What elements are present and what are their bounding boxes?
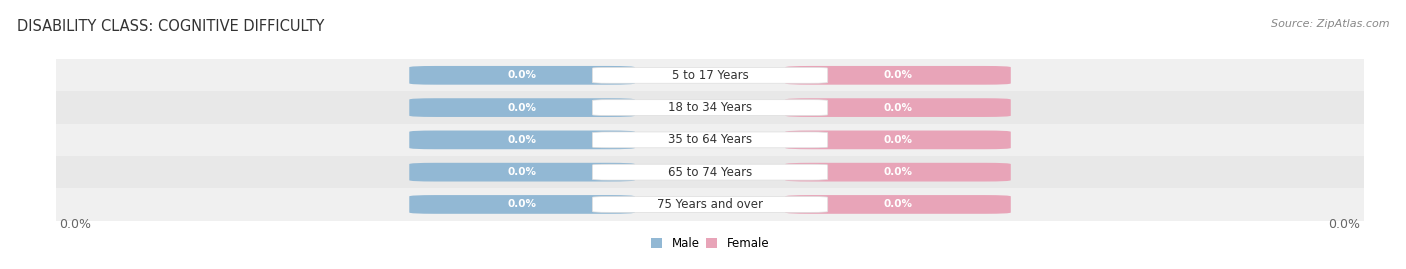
Text: 0.0%: 0.0% — [508, 135, 537, 145]
Bar — [56, 156, 1364, 188]
Text: 0.0%: 0.0% — [508, 199, 537, 210]
FancyBboxPatch shape — [409, 98, 636, 117]
FancyBboxPatch shape — [785, 195, 1011, 214]
Text: 0.0%: 0.0% — [883, 70, 912, 80]
FancyBboxPatch shape — [592, 197, 828, 212]
Bar — [56, 59, 1364, 91]
FancyBboxPatch shape — [785, 98, 1011, 117]
FancyBboxPatch shape — [592, 68, 828, 83]
FancyBboxPatch shape — [785, 163, 1011, 182]
Text: 0.0%: 0.0% — [508, 167, 537, 177]
FancyBboxPatch shape — [785, 66, 1011, 85]
Bar — [56, 91, 1364, 124]
Text: 5 to 17 Years: 5 to 17 Years — [672, 69, 748, 82]
Text: 0.0%: 0.0% — [883, 135, 912, 145]
Text: 0.0%: 0.0% — [883, 102, 912, 113]
Text: 18 to 34 Years: 18 to 34 Years — [668, 101, 752, 114]
Text: 0.0%: 0.0% — [1329, 218, 1361, 231]
Text: DISABILITY CLASS: COGNITIVE DIFFICULTY: DISABILITY CLASS: COGNITIVE DIFFICULTY — [17, 19, 325, 34]
Text: 75 Years and over: 75 Years and over — [657, 198, 763, 211]
Bar — [56, 188, 1364, 221]
Text: 0.0%: 0.0% — [883, 199, 912, 210]
Text: 35 to 64 Years: 35 to 64 Years — [668, 133, 752, 146]
Text: 0.0%: 0.0% — [508, 102, 537, 113]
FancyBboxPatch shape — [409, 163, 636, 182]
FancyBboxPatch shape — [592, 132, 828, 148]
Text: 65 to 74 Years: 65 to 74 Years — [668, 166, 752, 179]
FancyBboxPatch shape — [409, 130, 636, 149]
Text: 0.0%: 0.0% — [59, 218, 91, 231]
Bar — [56, 124, 1364, 156]
FancyBboxPatch shape — [592, 164, 828, 180]
Text: 0.0%: 0.0% — [883, 167, 912, 177]
FancyBboxPatch shape — [409, 195, 636, 214]
Legend: Male, Female: Male, Female — [651, 237, 769, 250]
Text: 0.0%: 0.0% — [508, 70, 537, 80]
FancyBboxPatch shape — [592, 100, 828, 115]
Text: Source: ZipAtlas.com: Source: ZipAtlas.com — [1271, 19, 1389, 29]
FancyBboxPatch shape — [785, 130, 1011, 149]
FancyBboxPatch shape — [409, 66, 636, 85]
